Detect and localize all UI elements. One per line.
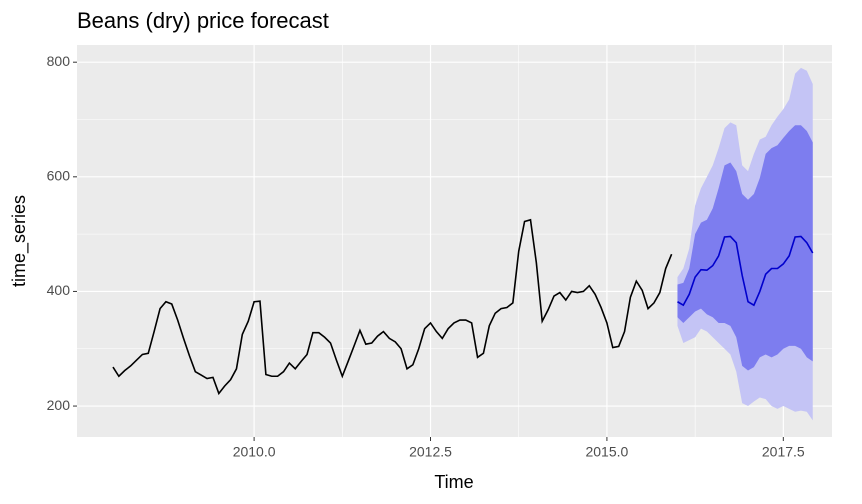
y-tick-label: 400	[47, 282, 71, 298]
x-tick-label: 2010.0	[233, 444, 276, 460]
interval-80	[677, 125, 813, 371]
y-axis-title: time_series	[9, 195, 30, 287]
x-tick-label: 2012.5	[409, 444, 452, 460]
chart-title: Beans (dry) price forecast	[77, 8, 329, 33]
y-tick-label: 200	[47, 397, 71, 413]
x-tick-label: 2015.0	[585, 444, 628, 460]
x-tick-label: 2017.5	[762, 444, 805, 460]
forecast-line	[677, 235, 814, 307]
series-line	[112, 218, 673, 396]
x-axis-title: Time	[434, 472, 473, 492]
y-tick-label: 600	[47, 168, 71, 184]
y-tick-label: 800	[47, 53, 71, 69]
